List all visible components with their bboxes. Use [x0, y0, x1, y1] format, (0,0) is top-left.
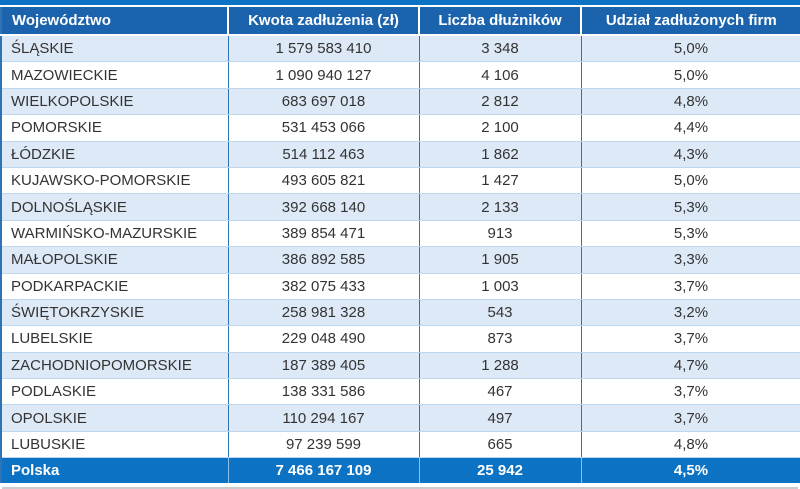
debtor-count: 1 862	[419, 141, 582, 168]
debt-share: 5,0%	[581, 167, 800, 195]
debt-share: 5,0%	[581, 35, 800, 63]
debt-amount: 386 892 585	[228, 246, 420, 274]
voivodeship-name: POMORSKIE	[1, 114, 229, 142]
debt-amount: 258 981 328	[228, 299, 420, 327]
debt-table: Województwo Kwota zadłużenia (zł) Liczba…	[0, 7, 800, 484]
debt-amount: 683 697 018	[228, 88, 420, 116]
debtor-count: 2 100	[419, 114, 582, 142]
debt-amount: 382 075 433	[228, 273, 420, 300]
voivodeship-name: ŚLĄSKIE	[1, 35, 229, 63]
voivodeship-name: WIELKOPOLSKIE	[1, 88, 229, 116]
debtor-count: 1 427	[419, 167, 582, 195]
debt-amount: 1 090 940 127	[228, 61, 420, 89]
debt-share: 3,7%	[581, 325, 800, 353]
total-row: Polska 7 466 167 109 25 942 4,5%	[1, 457, 800, 484]
debt-amount: 514 112 463	[228, 141, 420, 168]
table-row: DOLNOŚLĄSKIE 392 668 140 2 133 5,3%	[1, 193, 800, 221]
voivodeship-name: WARMIŃSKO-MAZURSKIE	[1, 220, 229, 248]
voivodeship-name: MAZOWIECKIE	[1, 61, 229, 89]
debtor-count: 665	[419, 431, 582, 459]
table-row: OPOLSKIE 110 294 167 497 3,7%	[1, 404, 800, 432]
column-header-liczba-dluznikow: Liczba dłużników	[419, 7, 582, 36]
table-body: ŚLĄSKIE 1 579 583 410 3 348 5,0% MAZOWIE…	[1, 35, 800, 459]
debt-share: 5,0%	[581, 61, 800, 89]
table-row: POMORSKIE 531 453 066 2 100 4,4%	[1, 114, 800, 142]
debt-share: 3,3%	[581, 246, 800, 274]
debtor-count: 1 003	[419, 273, 582, 300]
table-row: PODKARPACKIE 382 075 433 1 003 3,7%	[1, 273, 800, 300]
debtor-count: 2 812	[419, 88, 582, 116]
debt-share: 4,3%	[581, 141, 800, 168]
debt-amount: 138 331 586	[228, 378, 420, 406]
debtor-count: 873	[419, 325, 582, 353]
debtor-count: 1 905	[419, 246, 582, 274]
debt-amount: 1 579 583 410	[228, 35, 420, 63]
voivodeship-name: PODKARPACKIE	[1, 273, 229, 300]
debt-amount: 97 239 599	[228, 431, 420, 459]
debt-amount: 187 389 405	[228, 352, 420, 380]
total-debtor-count: 25 942	[419, 457, 582, 484]
column-header-kwota-zadluzenia: Kwota zadłużenia (zł)	[228, 7, 420, 36]
table-row: LUBUSKIE 97 239 599 665 4,8%	[1, 431, 800, 459]
voivodeship-name: PODLASKIE	[1, 378, 229, 406]
debtor-count: 2 133	[419, 193, 582, 221]
debt-share: 5,3%	[581, 220, 800, 248]
debt-amount: 392 668 140	[228, 193, 420, 221]
debt-share: 4,4%	[581, 114, 800, 142]
debtor-count: 497	[419, 404, 582, 432]
debt-share: 4,8%	[581, 88, 800, 116]
debt-share: 3,7%	[581, 378, 800, 406]
voivodeship-name: OPOLSKIE	[1, 404, 229, 432]
table-row: MAŁOPOLSKIE 386 892 585 1 905 3,3%	[1, 246, 800, 274]
table-row: WIELKOPOLSKIE 683 697 018 2 812 4,8%	[1, 88, 800, 116]
debtor-count: 3 348	[419, 35, 582, 63]
debt-share: 5,3%	[581, 193, 800, 221]
debtor-count: 4 106	[419, 61, 582, 89]
debt-share: 3,2%	[581, 299, 800, 327]
voivodeship-name: MAŁOPOLSKIE	[1, 246, 229, 274]
voivodeship-name: ŚWIĘTOKRZYSKIE	[1, 299, 229, 327]
header-row: Województwo Kwota zadłużenia (zł) Liczba…	[1, 7, 800, 36]
table-row: PODLASKIE 138 331 586 467 3,7%	[1, 378, 800, 406]
debtor-count: 913	[419, 220, 582, 248]
table-row: ŚWIĘTOKRZYSKIE 258 981 328 543 3,2%	[1, 299, 800, 327]
voivodeship-name: LUBUSKIE	[1, 431, 229, 459]
column-header-udzial-zadluzonych: Udział zadłużonych firm	[581, 7, 800, 36]
table-row: KUJAWSKO-POMORSKIE 493 605 821 1 427 5,0…	[1, 167, 800, 195]
debtor-count: 543	[419, 299, 582, 327]
debt-share: 3,7%	[581, 273, 800, 300]
debt-amount: 389 854 471	[228, 220, 420, 248]
debtor-count: 1 288	[419, 352, 582, 380]
debt-amount: 493 605 821	[228, 167, 420, 195]
table-row: MAZOWIECKIE 1 090 940 127 4 106 5,0%	[1, 61, 800, 89]
debt-share: 3,7%	[581, 404, 800, 432]
total-label: Polska	[1, 457, 229, 484]
bottom-shadow-line	[2, 487, 798, 489]
debt-share: 4,8%	[581, 431, 800, 459]
column-header-wojewodztwo: Województwo	[1, 7, 229, 36]
total-debt-amount: 7 466 167 109	[228, 457, 420, 484]
voivodeship-name: KUJAWSKO-POMORSKIE	[1, 167, 229, 195]
table-row: LUBELSKIE 229 048 490 873 3,7%	[1, 325, 800, 353]
debtor-count: 467	[419, 378, 582, 406]
debt-amount: 110 294 167	[228, 404, 420, 432]
voivodeship-name: DOLNOŚLĄSKIE	[1, 193, 229, 221]
total-debt-share: 4,5%	[581, 457, 800, 484]
table-row: ZACHODNIOPOMORSKIE 187 389 405 1 288 4,7…	[1, 352, 800, 380]
table-row: ŚLĄSKIE 1 579 583 410 3 348 5,0%	[1, 35, 800, 63]
debt-amount: 531 453 066	[228, 114, 420, 142]
table-row: ŁÓDZKIE 514 112 463 1 862 4,3%	[1, 141, 800, 168]
voivodeship-name: ŁÓDZKIE	[1, 141, 229, 168]
voivodeship-name: LUBELSKIE	[1, 325, 229, 353]
table-top-border	[0, 0, 800, 5]
voivodeship-name: ZACHODNIOPOMORSKIE	[1, 352, 229, 380]
debt-share: 4,7%	[581, 352, 800, 380]
table-row: WARMIŃSKO-MAZURSKIE 389 854 471 913 5,3%	[1, 220, 800, 248]
debt-amount: 229 048 490	[228, 325, 420, 353]
